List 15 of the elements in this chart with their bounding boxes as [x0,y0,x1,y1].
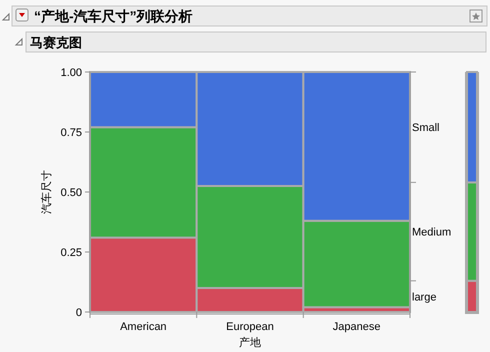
y-tick-label: 0.75 [60,127,82,139]
x-tick-label: American [120,321,167,333]
series-label: large [412,291,436,304]
y-tick-label: 0.25 [60,247,82,259]
chart-subtitle: 马赛克图 [30,35,82,50]
chart-title: “产地-汽车尺寸”列联分析 [34,8,193,24]
y-tick-label: 1.00 [60,67,82,79]
x-axis-title: 产地 [239,336,261,349]
series-label: Medium [412,226,452,239]
x-tick-label: Japanese [332,321,381,333]
series-label: Small [412,122,440,134]
y-axis-title: 汽车尺寸 [40,170,53,214]
x-tick-label: European [226,321,274,333]
y-tick-label: 0 [76,307,82,319]
y-tick-label: 0.50 [60,187,82,199]
